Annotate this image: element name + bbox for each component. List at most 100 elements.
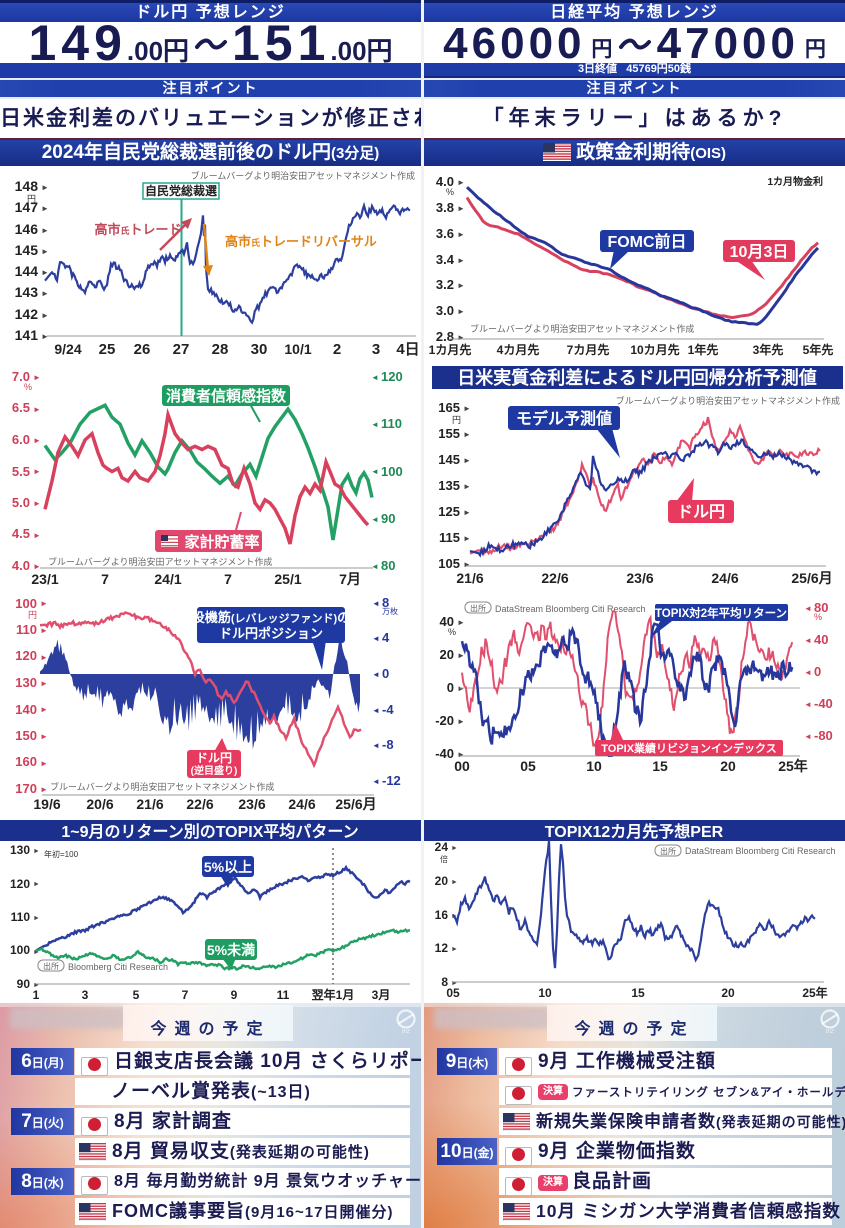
svg-text:►: ►: [33, 562, 41, 571]
svg-text:15: 15: [631, 986, 645, 1000]
svg-text:4.0: 4.0: [436, 174, 454, 189]
svg-text:1カ月先: 1カ月先: [429, 342, 472, 357]
svg-text:►: ►: [40, 626, 48, 635]
svg-text:0: 0: [814, 664, 821, 679]
svg-text:30: 30: [251, 341, 268, 358]
svg-text:130: 130: [15, 675, 37, 690]
svg-text:11: 11: [277, 988, 290, 1002]
svg-text:1~9月のリターン別のTOPIX平均パターン: 1~9月のリターン別のTOPIX平均パターン: [61, 822, 358, 841]
svg-text:►: ►: [457, 333, 465, 342]
svg-text:◄: ◄: [372, 777, 380, 786]
svg-text:22/6: 22/6: [186, 796, 213, 812]
svg-text:►: ►: [457, 204, 465, 213]
svg-text:1: 1: [33, 988, 40, 1002]
svg-text:►: ►: [457, 750, 465, 759]
svg-text:110: 110: [381, 416, 402, 431]
svg-text:円: 円: [452, 415, 461, 425]
svg-text:25年: 25年: [778, 758, 808, 774]
svg-text:5%未満: 5%未満: [207, 942, 255, 958]
svg-text:28: 28: [212, 341, 229, 358]
svg-text:0: 0: [447, 680, 454, 695]
svg-text:5年先: 5年先: [803, 342, 834, 357]
svg-text:►: ►: [457, 307, 465, 316]
svg-text:170: 170: [15, 781, 37, 796]
svg-text:TOPIX12カ月先予想PER: TOPIX12カ月先予想PER: [545, 822, 724, 841]
svg-text:►: ►: [457, 281, 465, 290]
svg-text:◄: ◄: [371, 467, 379, 476]
svg-text:20: 20: [435, 874, 449, 888]
svg-text:◄: ◄: [372, 634, 380, 643]
svg-text:6.0: 6.0: [12, 432, 30, 447]
svg-text:25/6月: 25/6月: [335, 796, 376, 812]
svg-text:►: ►: [40, 759, 48, 768]
svg-text:円: 円: [27, 194, 36, 204]
svg-text:150: 150: [15, 728, 37, 743]
svg-text:140: 140: [15, 702, 37, 717]
svg-text:20: 20: [440, 647, 454, 662]
svg-text:7: 7: [224, 571, 232, 587]
svg-text:%: %: [24, 382, 32, 392]
svg-text:120: 120: [15, 648, 37, 663]
svg-text:ブルームバーグより明治安田アセットマネジメント作成: ブルームバーグより明治安田アセットマネジメント作成: [616, 395, 840, 406]
svg-text:7カ月先: 7カ月先: [567, 342, 610, 357]
svg-text:ブルームバーグより明治安田アセットマネジメント作成: ブルームバーグより明治安田アセットマネジメント作成: [48, 556, 272, 567]
svg-text:90: 90: [381, 511, 395, 526]
svg-text:80: 80: [814, 600, 828, 615]
svg-text:-4: -4: [382, 702, 394, 717]
svg-text:2: 2: [333, 341, 341, 358]
svg-text:►: ►: [41, 204, 49, 213]
svg-text:►: ►: [33, 531, 41, 540]
svg-text:10/1: 10/1: [284, 341, 311, 357]
svg-text:7: 7: [182, 988, 189, 1002]
svg-text:25: 25: [99, 341, 116, 358]
svg-text:◄: ◄: [804, 700, 812, 709]
svg-text:►: ►: [457, 618, 465, 627]
svg-text:6.5: 6.5: [12, 400, 30, 415]
svg-text:120: 120: [381, 369, 403, 384]
svg-text:►: ►: [40, 732, 48, 741]
svg-text:►: ►: [33, 405, 41, 414]
svg-text:ドル円: ドル円: [196, 751, 232, 765]
svg-text:3.8: 3.8: [436, 200, 454, 215]
svg-text:出所: 出所: [43, 961, 59, 971]
svg-text:143: 143: [15, 284, 39, 300]
svg-text:年初=100: 年初=100: [44, 849, 79, 859]
svg-text:►: ►: [41, 311, 49, 320]
svg-text:%: %: [448, 627, 456, 637]
svg-text:15: 15: [652, 758, 668, 774]
svg-text:►: ►: [33, 881, 40, 888]
svg-text:1カ月物金利: 1カ月物金利: [767, 175, 823, 188]
svg-text:家計貯蓄率: 家計貯蓄率: [184, 533, 259, 551]
svg-text:5%以上: 5%以上: [204, 859, 252, 875]
svg-text:DataStream Bloomberg Citi Rese: DataStream Bloomberg Citi Research: [685, 846, 836, 856]
svg-text:8: 8: [441, 975, 448, 989]
svg-text:投機筋(レバレッジファンド)の: 投機筋(レバレッジファンド)の: [192, 610, 350, 625]
svg-text:4: 4: [382, 630, 390, 645]
svg-text:21/6: 21/6: [456, 570, 483, 586]
svg-text:148: 148: [15, 178, 39, 194]
svg-text:►: ►: [40, 705, 48, 714]
svg-text:►: ►: [33, 436, 41, 445]
svg-text:23/6: 23/6: [238, 796, 265, 812]
svg-text:10: 10: [538, 986, 552, 1000]
svg-text:142: 142: [15, 306, 39, 322]
svg-text:40: 40: [814, 632, 828, 647]
svg-text:►: ►: [463, 508, 471, 517]
svg-text:Bloomberg Citi Research: Bloomberg Citi Research: [68, 962, 168, 972]
svg-text:◄: ◄: [372, 706, 380, 715]
svg-text:147: 147: [15, 199, 39, 215]
svg-text:40: 40: [440, 614, 454, 629]
svg-text:◄: ◄: [804, 668, 812, 677]
svg-text:24: 24: [435, 840, 449, 854]
svg-text:100: 100: [381, 464, 403, 479]
svg-text:3: 3: [372, 341, 380, 358]
svg-text:160: 160: [15, 754, 37, 769]
svg-text:26: 26: [134, 341, 151, 358]
svg-text:►: ►: [40, 785, 48, 794]
svg-text:-20: -20: [435, 713, 454, 728]
svg-text:155: 155: [438, 426, 460, 441]
svg-text:-8: -8: [382, 737, 394, 752]
svg-text:►: ►: [463, 534, 471, 543]
svg-text:◄: ◄: [372, 741, 380, 750]
svg-text:►: ►: [451, 946, 458, 953]
